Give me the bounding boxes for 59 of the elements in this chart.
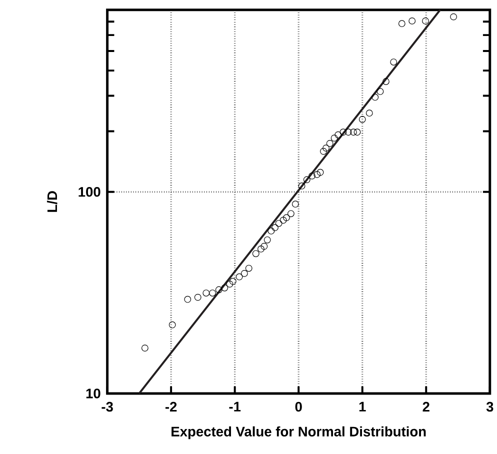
point <box>260 242 268 250</box>
y-tick-label: 100 <box>78 187 100 197</box>
point <box>258 246 264 253</box>
point <box>184 296 192 303</box>
point <box>350 128 357 136</box>
point <box>330 134 338 142</box>
point <box>221 284 228 292</box>
point <box>390 58 398 66</box>
point <box>209 290 216 297</box>
point <box>168 322 176 328</box>
x-tick-label: 2 <box>422 402 430 412</box>
point <box>141 344 148 352</box>
point <box>320 148 327 155</box>
point <box>215 286 222 294</box>
point <box>275 220 282 227</box>
point <box>252 250 260 258</box>
point <box>240 270 248 278</box>
point <box>236 273 243 280</box>
x-tick-label: -3 <box>102 402 113 412</box>
point <box>287 210 294 218</box>
point <box>450 13 457 20</box>
point <box>298 182 306 190</box>
point <box>280 216 287 224</box>
point <box>194 294 202 301</box>
x-tick-label: 0 <box>295 402 302 412</box>
point <box>408 18 416 25</box>
point <box>229 278 236 285</box>
point <box>344 128 352 136</box>
point <box>245 264 252 272</box>
point <box>268 228 275 235</box>
point <box>292 200 299 208</box>
x-tick-label: -1 <box>229 402 241 412</box>
y-tick-label: 10 <box>86 388 100 398</box>
point <box>326 140 334 147</box>
point <box>316 169 324 176</box>
point <box>303 176 310 184</box>
point <box>422 18 429 25</box>
point <box>334 131 342 138</box>
point <box>358 116 366 123</box>
point <box>366 110 373 117</box>
point <box>226 280 234 288</box>
point <box>340 128 347 136</box>
x-axis-title: Expected Value for Normal Distribution <box>172 426 426 440</box>
x-tick-label: -2 <box>165 402 177 412</box>
point <box>314 171 321 178</box>
point <box>283 214 290 222</box>
point <box>398 20 406 28</box>
x-tick-label: 1 <box>359 402 366 412</box>
point <box>354 128 361 136</box>
point <box>372 94 379 101</box>
point <box>322 144 330 152</box>
point <box>272 224 278 232</box>
point <box>382 78 390 86</box>
point <box>376 88 384 96</box>
x-tick-label: 3 <box>486 402 494 412</box>
point <box>202 290 210 297</box>
y-axis-title: L/D <box>46 191 58 212</box>
point <box>308 172 316 180</box>
point <box>264 236 271 244</box>
